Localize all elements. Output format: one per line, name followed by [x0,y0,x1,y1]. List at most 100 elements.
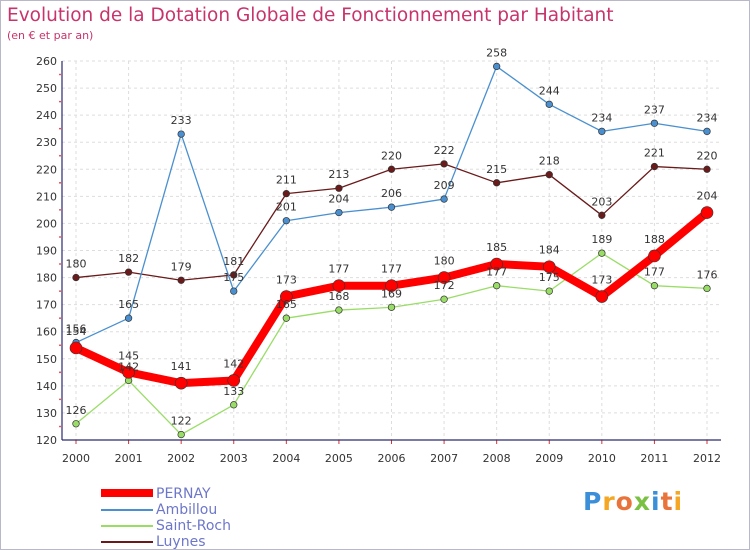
data-point-pernay [332,279,346,292]
data-label-ambillou: 258 [486,46,507,59]
y-minor-tick [59,398,61,401]
x-tick-label: 2001 [115,452,143,465]
data-label-pernay: 184 [539,244,560,257]
legend-swatch-pernay [101,489,153,497]
data-point-pernay [437,271,451,284]
chart-title: Evolution de la Dotation Globale de Fonc… [7,5,614,26]
data-point-ambillou [335,208,343,217]
x-tick-label: 2000 [62,452,90,465]
y-tick-label: 150 [36,353,57,366]
y-tick-label: 220 [36,163,57,176]
legend-item-ambillou: Ambillou [101,502,331,518]
data-point-luynes [335,184,343,192]
x-tick-label: 2009 [535,452,563,465]
y-tick-label: 120 [36,434,57,447]
data-point-pernay [490,257,503,271]
data-label-ambillou: 234 [697,111,718,124]
data-point-luynes [440,160,448,168]
data-label-saint-roch: 126 [66,404,87,417]
y-minor-tick [59,208,61,211]
data-label-ambillou: 233 [171,114,192,127]
data-point-pernay [648,249,661,263]
data-point-pernay [595,290,609,303]
logo-letter: x [633,487,651,516]
data-label-pernay: 145 [118,349,139,362]
data-point-luynes [124,268,133,276]
y-minor-tick [59,371,61,374]
legend-swatch-luynes [101,541,153,543]
x-tick-label: 2012 [693,452,721,465]
legend-item-pernay: PERNAY [101,486,331,502]
data-label-pernay: 177 [328,263,349,276]
data-label-pernay: 173 [591,274,612,287]
data-point-pernay [280,290,293,303]
y-minor-tick [59,127,61,130]
data-label-luynes: 215 [486,163,507,176]
data-label-saint-roch: 177 [644,266,665,279]
x-tick-label: 2011 [640,452,668,465]
data-point-ambillou [230,287,238,295]
data-point-saint-roch [387,303,396,312]
y-minor-tick [59,317,61,320]
chart-legend: PERNAY Ambillou Saint-Roch Luynes [101,486,331,550]
legend-item-luynes: Luynes [101,534,331,550]
data-point-saint-roch [493,282,501,290]
data-label-ambillou: 244 [539,84,560,97]
y-minor-tick [59,73,61,76]
y-tick-label: 230 [36,136,57,149]
data-label-saint-roch: 168 [328,290,349,303]
data-label-saint-roch: 142 [118,360,139,373]
logo-letter: t [660,487,674,516]
data-label-pernay: 188 [644,233,665,246]
data-point-saint-roch [230,401,238,409]
y-tick-label: 170 [36,299,57,312]
data-label-luynes: 211 [276,174,297,187]
data-label-pernay: 180 [434,255,455,268]
data-point-luynes [650,162,659,171]
legend-swatch-ambillou [101,509,153,511]
x-tick-label: 2003 [220,452,248,465]
data-label-saint-roch: 165 [276,298,297,311]
data-point-saint-roch [335,306,343,314]
data-point-saint-roch [282,314,290,322]
y-tick-label: 160 [36,326,57,339]
data-point-luynes [545,171,553,179]
data-label-ambillou: 206 [381,187,402,200]
x-tick-label: 2007 [430,452,458,465]
legend-label-luynes: Luynes [156,534,206,550]
logo-letter: i [673,487,684,516]
data-point-ambillou [598,127,606,136]
y-tick-label: 200 [36,217,57,230]
y-tick-label: 260 [36,55,57,68]
data-label-saint-roch: 122 [171,415,192,428]
data-label-saint-roch: 177 [486,266,507,279]
proxiti-logo: Proxiti [583,487,683,516]
chart-subtitle: (en € et par an) [7,29,94,42]
data-label-luynes: 220 [697,149,718,162]
y-tick-label: 190 [36,245,57,258]
data-label-luynes: 180 [66,258,87,271]
y-minor-tick [59,290,61,293]
data-label-saint-roch: 172 [434,279,455,292]
data-point-saint-roch [650,282,659,290]
legend-label-pernay: PERNAY [156,486,211,502]
data-point-pernay [69,341,83,355]
data-label-luynes: 221 [644,147,665,160]
data-point-luynes [387,165,396,173]
legend-label-ambillou: Ambillou [156,502,218,518]
y-minor-tick [59,154,61,157]
data-point-luynes [282,189,290,198]
y-tick-label: 210 [36,190,57,203]
data-label-ambillou: 204 [328,193,349,206]
data-point-ambillou [387,203,396,211]
y-tick-label: 140 [36,380,57,393]
data-point-pernay [385,279,398,292]
data-label-pernay: 173 [276,274,297,287]
data-point-ambillou [493,62,501,71]
data-label-pernay: 154 [66,325,87,338]
data-point-luynes [72,273,80,282]
data-point-pernay [122,366,135,379]
data-point-pernay [700,206,714,219]
data-label-saint-roch: 169 [381,287,402,300]
